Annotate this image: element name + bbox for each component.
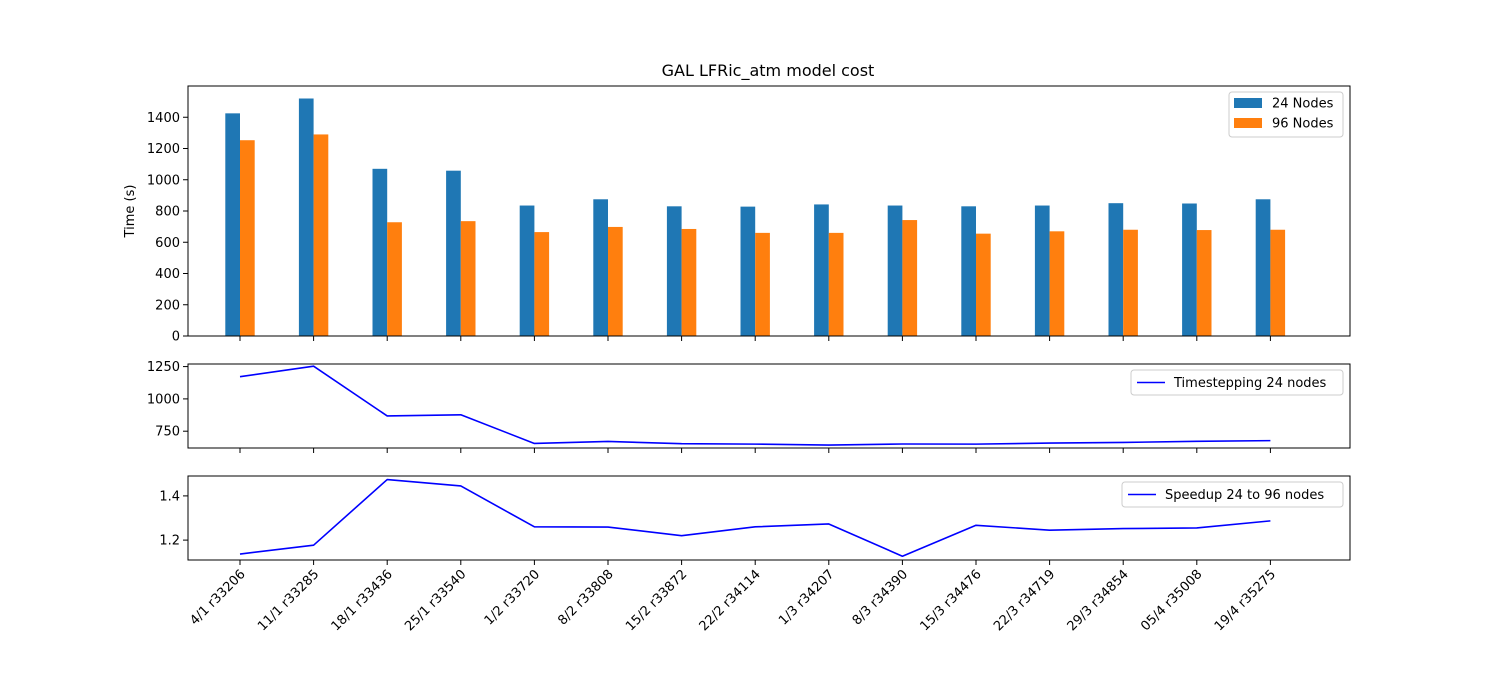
legend-box [1121,481,1344,508]
legend-swatch [1234,98,1262,108]
bar-96-nodes [902,220,918,336]
timestepping-line-panel: 750 1000 1250 Timestepping 24 nodes [147,360,1351,453]
legend-label: Speedup 24 to 96 nodes [1165,488,1324,503]
bar-96-nodes [1270,229,1286,336]
legend-label: 96 Nodes [1272,117,1334,132]
chart-title: GAL LFRic_atm model cost [662,61,875,81]
bar-24-nodes [1108,203,1124,336]
bar-96-nodes [1049,231,1065,336]
bar-chart-panel: 0 200 400 600 800 1000 1200 1400 24 Nodes 96 Node… [147,85,1351,345]
bar-24-nodes [298,98,314,336]
y-tick-label: 1200 [147,142,180,157]
bar-24-nodes [1255,199,1271,336]
bar-24-nodes [519,205,535,336]
y-tick-label: 0 [172,330,180,345]
y-tick-label: 1400 [147,111,180,126]
bar-96-nodes [387,222,402,336]
bar-96-nodes [460,221,476,336]
bar-24-nodes [961,206,976,336]
bar-96-nodes [1123,229,1138,336]
bar-96-nodes [1196,230,1212,336]
bar-24-nodes [1182,203,1197,336]
bar-24-nodes [446,170,461,336]
axes-frame [187,363,1351,449]
axes-frame [187,475,1351,561]
bar-96-nodes [608,226,623,336]
legend-box [1130,369,1344,396]
bar-24-nodes [666,206,682,336]
y-tick-label: 1000 [147,173,180,188]
bar-96-nodes [976,233,991,336]
legend: 24 Nodes 96 Nodes [1228,91,1344,138]
y-tick-label: 200 [155,298,180,313]
y-tick-label: 1.2 [159,534,180,549]
y-tick-label: 600 [155,236,180,251]
bar-24-nodes [1034,205,1050,336]
legend: Timestepping 24 nodes [1130,369,1344,396]
y-tick-label: 1000 [147,392,180,407]
y-tick-label: 800 [155,205,180,220]
bar-24-nodes [225,113,240,336]
y-tick-label: 750 [155,425,180,440]
series-line [239,365,1271,446]
bar-24-nodes [887,205,903,336]
bar-24-nodes [814,204,829,336]
y-axis-label: Time (s) [123,185,138,239]
bar-24-nodes [372,168,388,336]
legend-label: 24 Nodes [1272,97,1334,112]
bar-96-nodes [313,134,329,336]
bar-96-nodes [240,140,255,336]
legend-swatch [1234,118,1262,128]
y-tick-label: 1250 [147,360,180,375]
legend: Speedup 24 to 96 nodes [1121,481,1344,508]
bar-96-nodes [828,232,844,336]
bar-96-nodes [681,228,697,336]
bar-96-nodes [755,232,770,336]
y-tick-label: 400 [155,267,180,282]
bar-96-nodes [534,232,550,336]
series-line [239,478,1271,558]
y-tick-label: 1.4 [159,489,180,504]
bar-24-nodes [740,206,756,336]
legend-label: Timestepping 24 nodes [1173,376,1327,391]
bar-24-nodes [593,199,608,336]
speedup-line-panel: 1.2 1.4 Speedup 24 to 96 nodes [159,475,1351,565]
